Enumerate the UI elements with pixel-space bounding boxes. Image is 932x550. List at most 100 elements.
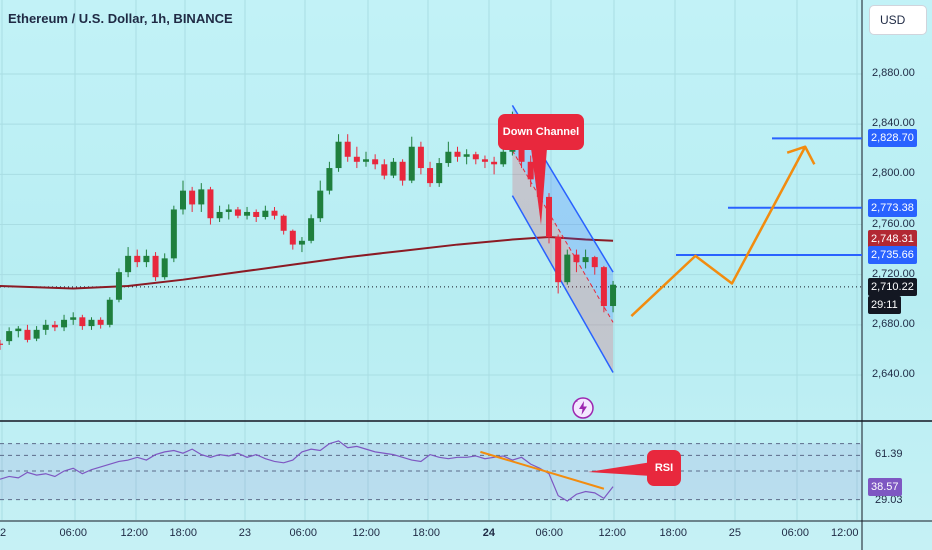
- candle-6: [51, 321, 58, 332]
- candle-40: [363, 151, 369, 167]
- price-tick: 2,680.00: [872, 317, 915, 330]
- time-tick: 12:00: [831, 527, 859, 539]
- candle-50: [454, 146, 461, 162]
- candle-body-9: [79, 317, 86, 327]
- candle-17: [152, 252, 159, 281]
- candle-body-26: [234, 209, 241, 216]
- projection-line: [630, 146, 807, 317]
- rsi-callout-pointer: [588, 462, 652, 476]
- time-tick: 18:00: [412, 527, 441, 539]
- candle-body-34: [308, 218, 315, 241]
- candle-body-33: [298, 240, 305, 245]
- time-tick: 12:00: [598, 527, 627, 539]
- candle-body-58: [527, 161, 534, 180]
- candle-34: [308, 214, 315, 244]
- candle-body-15: [134, 255, 141, 263]
- candle-body-43: [390, 161, 397, 176]
- candle-52: [472, 151, 479, 165]
- candle-33: [298, 237, 305, 253]
- candle-46: [417, 141, 424, 175]
- candle-body-29: [262, 210, 269, 217]
- projection-arrowhead: [786, 145, 816, 165]
- candle-26: [234, 206, 241, 219]
- time-tick: 18:00: [169, 527, 198, 539]
- rsi-current-value: 38.57: [868, 477, 902, 496]
- candle-49: [445, 141, 452, 167]
- down-channel-callout[interactable]: Down Channel: [498, 114, 584, 150]
- channel-lower-fill: [512, 150, 614, 373]
- candle-body-41: [372, 159, 379, 165]
- candle-body-46: [417, 146, 424, 169]
- candle-51: [463, 149, 470, 165]
- symbol-title: Ethereum / U.S. Dollar, 1h, BINANCE: [8, 11, 233, 26]
- candle-5: [42, 319, 49, 335]
- time-tick: 23: [238, 527, 252, 539]
- candle-60: [546, 193, 552, 244]
- candle-58: [527, 155, 534, 187]
- currency-unit-button[interactable]: USD: [869, 5, 927, 35]
- candle-body-16: [143, 255, 150, 263]
- candle-61: [555, 234, 562, 294]
- candle-body-23: [207, 189, 214, 219]
- candle-body-21: [189, 190, 196, 205]
- time-tick: 24: [482, 527, 496, 539]
- candle-body-45: [408, 146, 415, 181]
- candle-body-5: [42, 324, 49, 330]
- channel-lower-line: [511, 195, 614, 373]
- candle-25: [225, 204, 232, 220]
- candle-body-49: [445, 151, 452, 164]
- down-callout-pointer: [531, 148, 547, 225]
- price-tick: 2,720.00: [872, 267, 915, 280]
- candle-body-35: [317, 190, 324, 219]
- misc-lines: [531, 148, 652, 476]
- price-tick: 2,760.00: [872, 217, 915, 230]
- candle-body-18: [161, 258, 168, 278]
- rsi-callout[interactable]: RSI: [647, 450, 681, 486]
- candle-8: [70, 312, 77, 325]
- candle-body-8: [70, 317, 77, 320]
- candle-15: [134, 249, 141, 268]
- candle-body-14: [125, 255, 132, 273]
- candle-23: [207, 186, 214, 225]
- candle-body-62: [564, 254, 571, 283]
- candle-body-63: [573, 254, 580, 263]
- candle-27: [244, 206, 251, 220]
- candle-3: [24, 324, 31, 343]
- candle-body-51: [463, 154, 470, 157]
- candle-53: [481, 155, 488, 169]
- candle-body-42: [381, 164, 388, 176]
- candle-12: [106, 297, 113, 328]
- candle-body-4: [33, 329, 40, 339]
- time-tick: 06:00: [59, 527, 88, 539]
- candle-37: [335, 134, 342, 172]
- candle-20: [180, 180, 186, 215]
- candle-body-67: [610, 284, 617, 307]
- candle-31: [280, 214, 287, 235]
- candle-39: [353, 146, 360, 169]
- candle-30: [271, 206, 278, 220]
- candle-48: [436, 158, 443, 187]
- candle-body-31: [280, 215, 287, 231]
- lightning-icon[interactable]: [571, 396, 595, 420]
- candle-body-22: [198, 189, 205, 205]
- candle-body-10: [88, 319, 95, 327]
- candle-body-27: [244, 211, 251, 216]
- channel-mid-line: [511, 150, 614, 323]
- candle-66: [600, 265, 607, 313]
- candle-65: [591, 255, 598, 275]
- candle-35: [317, 180, 324, 222]
- candle-13: [115, 268, 122, 303]
- bar-countdown: 29:11: [868, 295, 901, 314]
- candle-body-25: [225, 209, 232, 212]
- candle-body-47: [427, 168, 434, 184]
- price-label: 2,748.31: [868, 230, 917, 249]
- candle-19: [170, 205, 177, 263]
- candle-44: [399, 159, 406, 186]
- candle-body-52: [472, 154, 479, 160]
- candle-body-0: [0, 343, 3, 345]
- candle-body-32: [289, 230, 296, 245]
- candle-18: [161, 253, 168, 280]
- candle-body-17: [152, 255, 159, 278]
- candle-body-50: [454, 151, 461, 157]
